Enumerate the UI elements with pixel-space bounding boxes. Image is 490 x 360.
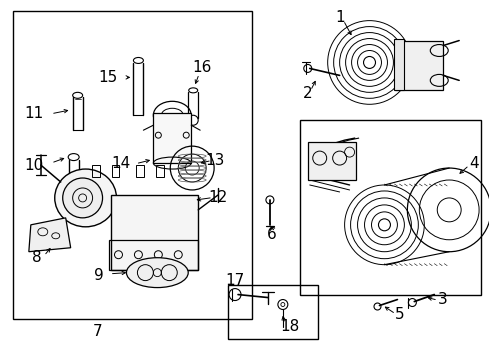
Text: 11: 11 [24,106,44,121]
Ellipse shape [55,169,117,227]
Bar [111,195,198,270]
Text: 7: 7 [93,324,102,339]
Circle shape [378,219,391,231]
Text: 16: 16 [193,60,212,75]
Text: 2: 2 [303,86,313,101]
Text: 4: 4 [469,156,479,171]
Ellipse shape [126,258,188,288]
Text: 18: 18 [280,319,299,334]
Text: 6: 6 [267,227,277,242]
Bar [228,285,318,339]
Bar [108,240,198,270]
Text: 8: 8 [32,250,42,265]
Bar [92,165,99,177]
Bar [156,165,164,177]
Text: 10: 10 [24,158,44,172]
Bar [13,11,252,319]
Bar [112,165,120,177]
Text: 9: 9 [94,268,103,283]
Bar [308,142,356,180]
Bar [153,113,191,163]
Text: 3: 3 [438,292,447,307]
Text: 12: 12 [208,190,228,206]
Text: 13: 13 [205,153,225,167]
Text: 15: 15 [98,70,117,85]
Text: 14: 14 [111,156,130,171]
Bar [136,165,145,177]
Bar [394,39,404,90]
Circle shape [63,178,102,218]
Polygon shape [29,218,71,252]
Bar [300,120,481,294]
Text: 1: 1 [335,10,344,25]
Text: 5: 5 [394,307,404,322]
Bar [395,41,443,90]
Text: 17: 17 [225,273,245,288]
